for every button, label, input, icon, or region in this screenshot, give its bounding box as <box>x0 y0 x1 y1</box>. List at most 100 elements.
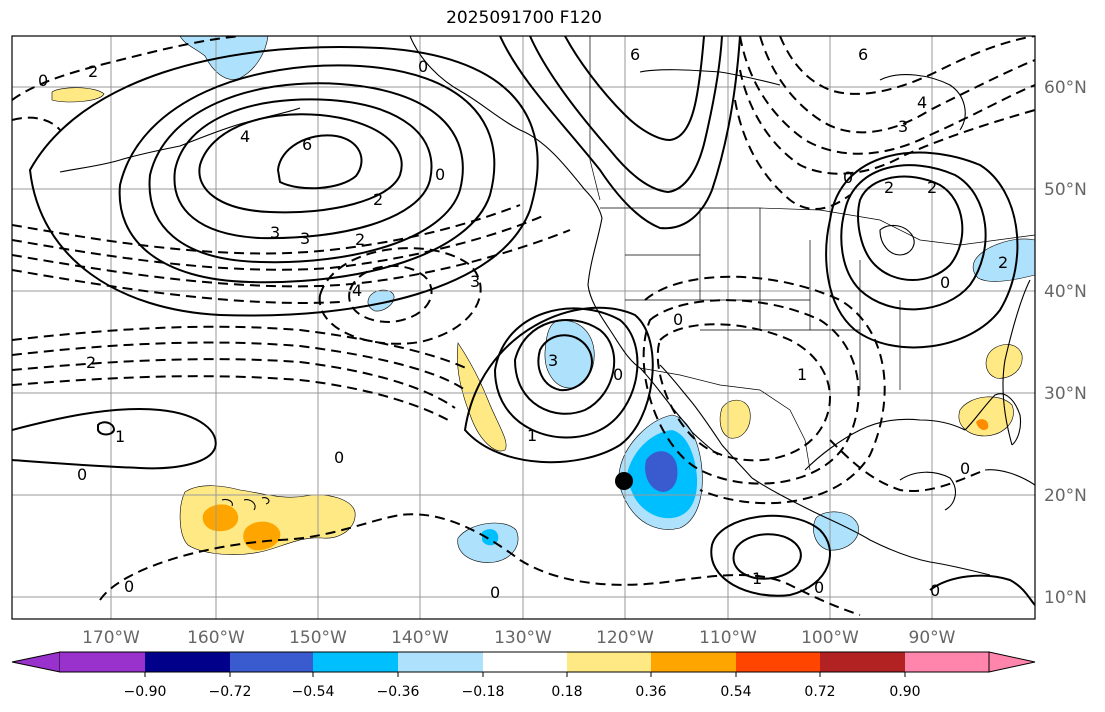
colorbar-segment <box>905 652 989 672</box>
cuba <box>984 469 1035 486</box>
latitude-label: 40°N <box>1044 282 1087 302</box>
longitude-label: 130°W <box>494 628 552 648</box>
high-pacific-1 <box>118 64 496 284</box>
colorbar-segment <box>567 652 651 672</box>
colorbar: −0.90 −0.72 −0.54 −0.36 −0.18 0.18 0.36 … <box>11 651 1036 700</box>
east-high-1 <box>840 164 987 311</box>
longitude-label: 100°W <box>801 628 859 648</box>
contours-positive <box>12 36 1035 606</box>
alaska-coast <box>409 36 603 219</box>
colorbar-tick-label: −0.36 <box>377 684 420 700</box>
north-trough-inner <box>529 36 723 194</box>
us-mexico-border <box>639 367 811 471</box>
hawaii-islands <box>221 497 270 511</box>
plot-frame <box>11 35 1036 620</box>
longitude-label: 160°W <box>187 628 245 648</box>
east-high-2 <box>857 175 964 281</box>
gulf-coast <box>804 418 966 471</box>
contour-label: 1 <box>115 427 125 446</box>
colorbar-tick-label: 0.54 <box>720 684 751 700</box>
gulf-low-1 <box>656 323 831 462</box>
contour-label: 3 <box>470 272 480 291</box>
longitude-label: 150°W <box>289 628 347 648</box>
subtropical-dash-1 <box>12 325 471 371</box>
contour-label: 2 <box>88 62 98 81</box>
positive-anomaly-carolina <box>985 344 1023 379</box>
colorbar-tick-label: −0.54 <box>292 684 335 700</box>
contour-label: 3 <box>300 229 310 248</box>
north-trough-inner2 <box>564 36 705 142</box>
negative-anomaly-baja-dark <box>645 451 678 492</box>
positive-anomaly-nw <box>51 87 105 103</box>
contour-label: 0 <box>38 71 48 90</box>
longitude-label: 140°W <box>391 628 449 648</box>
contour-label: 2 <box>373 190 383 209</box>
low-offshore-0 <box>463 306 654 464</box>
pacific-south-0 <box>99 513 861 616</box>
colorbar-segment <box>60 652 145 672</box>
caribbean-1 <box>929 574 1035 606</box>
canada-arctic <box>639 69 781 86</box>
contour-label: 0 <box>814 578 824 597</box>
orange-anomaly-florida <box>976 419 989 430</box>
high-pacific-4 <box>198 113 403 214</box>
contour-label: 1 <box>527 426 537 445</box>
longitude-label: 90°W <box>909 628 956 648</box>
longitude-label: 170°W <box>82 628 140 648</box>
storm-position-marker <box>615 472 633 490</box>
east-coast <box>1002 279 1031 446</box>
gulf-of-california <box>659 364 753 479</box>
negative-anomaly-gulf-mex <box>813 511 859 551</box>
subtropical-dash-4 <box>12 375 449 421</box>
contour-label: 0 <box>418 57 428 76</box>
contour-label: 3 <box>548 351 558 370</box>
contour-label: 0 <box>490 583 500 602</box>
coastlines <box>59 36 1035 576</box>
contour-label: 0 <box>930 581 940 600</box>
colorbar-segment <box>230 652 313 672</box>
west-coast <box>587 217 641 369</box>
mexico-low-1 <box>732 533 802 580</box>
contour-label: 6 <box>858 45 868 64</box>
central-pacific-1 <box>12 408 217 470</box>
subtropical-dash-3 <box>12 358 456 409</box>
high-pacific-2 <box>148 82 464 264</box>
contour-label: 0 <box>334 448 344 467</box>
contour-label: 0 <box>613 365 623 384</box>
colorbar-segment <box>651 652 736 672</box>
low-offshore-2 <box>513 319 616 415</box>
contours-negative <box>12 36 1035 616</box>
mexico-low-0 <box>710 514 831 597</box>
us-state-lines-1 <box>625 208 811 330</box>
north-pacific-0 <box>12 36 241 101</box>
high-pacific-3 <box>173 98 433 240</box>
contour-label: 2 <box>927 178 937 197</box>
gulf-low-2 <box>642 299 860 485</box>
subtropical-dash-2 <box>12 341 466 391</box>
colorbar-segment <box>483 652 567 672</box>
colorbar-tick-label: 0.90 <box>889 684 920 700</box>
colorbar-tick-label: −0.18 <box>462 684 505 700</box>
negative-anomaly-northeast <box>972 238 1035 282</box>
contour-label: 2 <box>355 230 365 249</box>
yucatan <box>899 471 956 511</box>
contour-label: 0 <box>77 465 87 484</box>
contour-label: 3 <box>898 117 908 136</box>
contour-label: 1 <box>797 365 807 384</box>
mid-pacific-low-4 <box>348 264 433 324</box>
colorbar-tick-label: 0.36 <box>635 684 666 700</box>
trough-dash-4 <box>12 269 341 304</box>
low-offshore-1 <box>493 307 639 439</box>
longitude-axis: 170°W 160°W 150°W 140°W 130°W 120°W 110°… <box>82 628 956 648</box>
colorbar-segment <box>398 652 483 672</box>
low-offshore-3 <box>537 334 593 392</box>
ne-dash-1 <box>759 36 1035 134</box>
hudson-bay <box>879 74 966 131</box>
latitude-label: 20°N <box>1044 486 1087 506</box>
contour-label: 0 <box>843 168 853 187</box>
contour-label: 4 <box>240 127 250 146</box>
us-state-lines-2 <box>700 260 901 390</box>
latitude-label: 60°N <box>1044 78 1087 98</box>
map-title: 2025091700 F120 <box>446 8 602 28</box>
small-high-0 <box>97 421 116 436</box>
